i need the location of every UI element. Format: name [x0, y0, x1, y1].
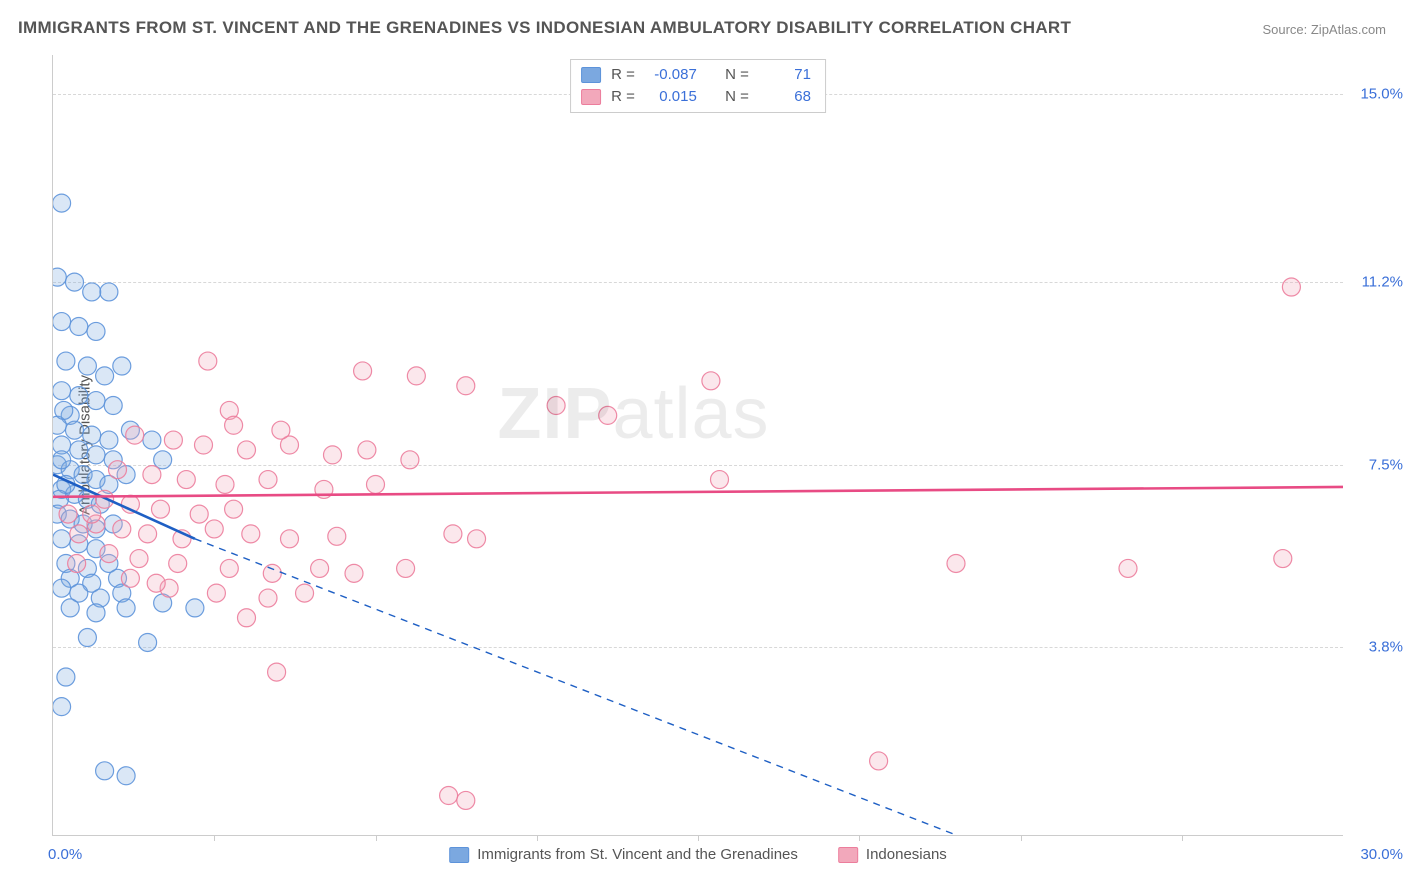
legend-item-0: Immigrants from St. Vincent and the Gren…: [449, 846, 798, 863]
legend-swatch-0: [581, 67, 601, 83]
legend-swatch-icon: [449, 847, 469, 863]
plot-area: Ambulatory Disability 3.8%7.5%11.2%15.0%…: [52, 55, 1343, 836]
legend-row-series-0: R = -0.087 N = 71: [581, 64, 811, 86]
legend-row-series-1: R = 0.015 N = 68: [581, 86, 811, 108]
legend-label-0: Immigrants from St. Vincent and the Gren…: [477, 846, 798, 863]
chart-title: IMMIGRANTS FROM ST. VINCENT AND THE GREN…: [18, 18, 1071, 38]
trend-lines: [53, 55, 1343, 835]
legend-swatch-1: [581, 89, 601, 105]
series-legend: Immigrants from St. Vincent and the Gren…: [449, 846, 947, 863]
y-tick-label: 3.8%: [1348, 639, 1403, 656]
correlation-legend: R = -0.087 N = 71 R = 0.015 N = 68: [570, 59, 826, 113]
x-axis-min: 0.0%: [48, 846, 82, 863]
legend-item-1: Indonesians: [838, 846, 947, 863]
y-tick-label: 15.0%: [1348, 86, 1403, 103]
source-label: Source: ZipAtlas.com: [1262, 22, 1386, 37]
legend-swatch-icon: [838, 847, 858, 863]
legend-label-1: Indonesians: [866, 846, 947, 863]
y-tick-label: 7.5%: [1348, 456, 1403, 473]
x-axis-max: 30.0%: [1360, 846, 1403, 863]
y-tick-label: 11.2%: [1348, 274, 1403, 291]
